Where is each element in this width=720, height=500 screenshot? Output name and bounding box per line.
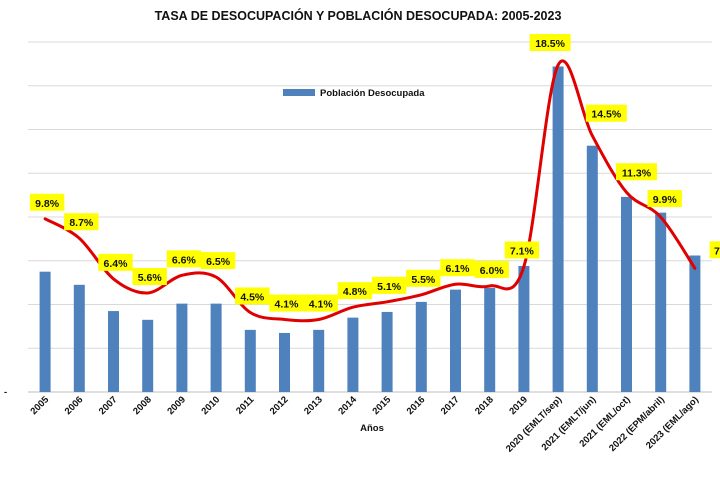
x-tick-label: 2008 — [131, 394, 154, 417]
bar — [484, 287, 496, 392]
bar — [347, 317, 359, 392]
legend-swatch — [283, 89, 315, 96]
bar — [450, 289, 461, 392]
legend-label: Población Desocupada — [320, 88, 425, 99]
bar — [210, 303, 222, 392]
bar — [108, 311, 119, 392]
bar — [244, 329, 256, 392]
data-label-box — [269, 294, 304, 312]
x-tick-label: 2018 — [473, 394, 496, 417]
data-label: 11.3% — [622, 167, 652, 179]
data-label: 4.8% — [343, 286, 368, 298]
x-tick-label: 2019 — [507, 394, 530, 417]
data-label: 14.5% — [591, 109, 621, 121]
y-axis-ticks: - — [4, 387, 7, 398]
bar — [621, 196, 632, 392]
data-label-box — [303, 294, 338, 312]
data-label: 6.5% — [206, 256, 231, 268]
bar — [279, 332, 290, 392]
x-tick-label: 2017 — [439, 394, 462, 417]
data-label-box — [64, 213, 99, 231]
bar — [176, 303, 188, 392]
data-label-box — [709, 241, 720, 259]
data-label: 6.1% — [446, 263, 471, 275]
y-tick-label: - — [4, 387, 7, 398]
bar — [415, 301, 427, 392]
bar — [586, 145, 598, 392]
data-label: 8.7% — [69, 217, 94, 229]
data-label-box — [29, 193, 65, 211]
data-label-box — [132, 268, 167, 286]
x-tick-label: 2015 — [370, 394, 393, 417]
data-label: 9.9% — [653, 194, 678, 206]
bar — [689, 255, 701, 392]
data-label: 5.1% — [377, 281, 402, 293]
legend: Población Desocupada — [283, 88, 425, 99]
x-tick-label: 2009 — [165, 394, 188, 417]
bar — [313, 329, 325, 392]
data-label-box — [406, 269, 441, 287]
data-label-box — [440, 259, 475, 277]
data-label-box — [585, 104, 627, 122]
bar — [655, 212, 667, 392]
data-label: 4.1% — [275, 299, 300, 311]
data-label: 6.6% — [172, 254, 197, 266]
data-label-box — [616, 163, 657, 181]
bar — [142, 319, 154, 392]
data-label: 9.8% — [35, 198, 60, 210]
bar — [381, 311, 393, 392]
data-label-box — [474, 260, 509, 278]
bar — [73, 284, 85, 392]
data-label: 5.5% — [411, 274, 436, 286]
data-label: 18.5% — [535, 38, 565, 50]
x-tick-label: 2011 — [234, 394, 257, 417]
data-label-box — [235, 287, 270, 305]
x-axis-label: Años — [360, 423, 384, 434]
bar — [39, 271, 51, 392]
data-label: 6.4% — [104, 258, 129, 270]
data-label-box — [371, 276, 407, 294]
x-tick-label: 2013 — [302, 394, 325, 417]
data-label: 5.6% — [138, 272, 163, 284]
unemployment-rate-line — [43, 59, 697, 323]
x-tick-label: 2007 — [97, 394, 120, 417]
bar — [518, 266, 530, 392]
bars — [39, 66, 701, 392]
data-label-box — [166, 250, 202, 268]
x-tick-label: 2016 — [405, 394, 428, 417]
data-label-box — [529, 33, 571, 51]
x-tick-label: 2005 — [28, 394, 51, 417]
data-label-box — [647, 190, 682, 207]
data-label-box — [200, 252, 236, 270]
data-label: 7 — [714, 245, 720, 257]
data-label: 6.0% — [480, 265, 505, 277]
data-label-box — [504, 241, 540, 259]
x-tick-label: 2006 — [63, 394, 86, 417]
data-label-box — [337, 282, 373, 300]
data-label: 4.5% — [240, 291, 265, 303]
x-tick-label: 2012 — [268, 394, 291, 417]
data-labels: 9.8% 8.7% 6.4% 5.6% 6.6% 6.5% 4.5% 4.1% 4.1% 4.8%… — [29, 33, 720, 312]
x-tick-label: 2010 — [199, 394, 222, 417]
data-label: 4.1% — [309, 299, 334, 311]
bar — [552, 66, 564, 392]
x-tick-label: 2014 — [336, 394, 359, 417]
grid — [28, 41, 712, 393]
data-label: 7.1% — [510, 245, 535, 257]
data-label-box — [98, 253, 133, 271]
chart-title: TASA DE DESOCUPACIÓN Y POBLACIÓN DESOCUP… — [155, 8, 562, 23]
